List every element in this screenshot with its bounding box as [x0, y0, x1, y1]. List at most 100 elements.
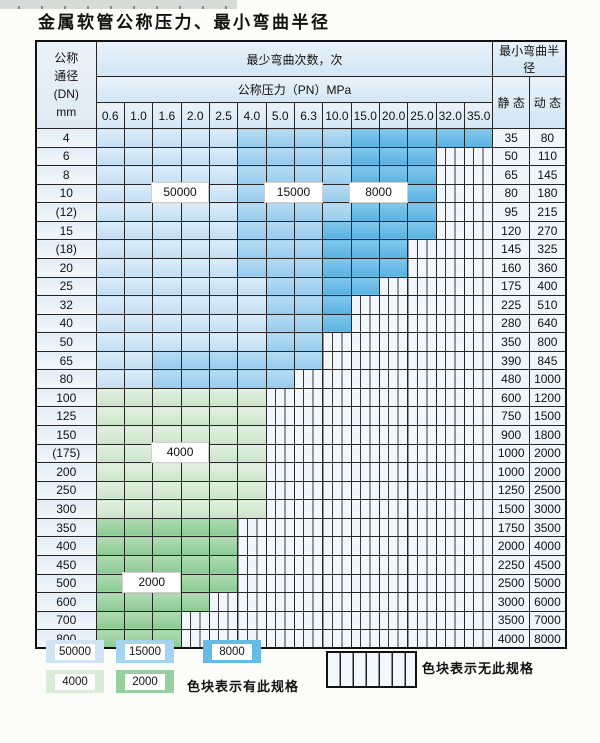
- no-spec-cell: [350, 295, 380, 315]
- no-spec-cell: [435, 276, 465, 297]
- table-row: 500 2500 5000: [35, 573, 567, 594]
- pn-column-header: 0.6: [95, 102, 125, 129]
- no-spec-cell: [293, 369, 324, 389]
- spec-cell: [237, 146, 267, 167]
- dynamic-radius-cell: 1800: [528, 425, 567, 445]
- spec-table: 公称 通径 (DN) mm 最少弯曲次数，次 最小弯曲半径 公称压力（PN）MP…: [35, 40, 567, 650]
- cycles-header: 最少弯曲次数，次: [95, 40, 494, 77]
- spec-cell: [237, 202, 267, 222]
- no-spec-cell: [322, 573, 352, 594]
- no-spec-cell: [350, 387, 380, 408]
- spec-cell: [322, 313, 352, 334]
- spec-cell: [208, 573, 239, 594]
- no-spec-cell: [463, 295, 494, 315]
- table-row: 65 390 845: [35, 350, 567, 371]
- dynamic-radius-cell: 110: [528, 146, 567, 167]
- no-spec-cell: [350, 554, 380, 575]
- dynamic-radius-cell: 800: [528, 332, 567, 352]
- dynamic-radius-cell: 510: [528, 295, 567, 315]
- table-row: (12) 95 215: [35, 202, 567, 222]
- spec-cell: [95, 406, 125, 426]
- no-spec-cell: [463, 629, 494, 649]
- no-spec-cell: [463, 387, 494, 408]
- spec-cell: [180, 536, 210, 556]
- spec-cell: [293, 313, 324, 334]
- spec-cell: [180, 517, 210, 538]
- spec-cell: [152, 220, 182, 241]
- spec-cell: [208, 295, 239, 315]
- no-spec-cell: [265, 406, 295, 426]
- no-spec-cell: [265, 573, 295, 594]
- no-spec-cell: [322, 554, 352, 575]
- spec-cell: [95, 480, 125, 501]
- no-spec-cell: [378, 387, 409, 408]
- spec-cell: [208, 425, 239, 445]
- dynamic-radius-cell: 1000: [528, 369, 567, 389]
- no-spec-cell: [435, 610, 465, 631]
- no-spec-cell: [322, 369, 352, 389]
- spec-cell: [123, 554, 154, 575]
- dynamic-radius-cell: 215: [528, 202, 567, 222]
- spec-cell: [152, 369, 182, 389]
- spec-cell: [95, 610, 125, 631]
- pressure-header: 公称压力（PN）MPa: [95, 76, 494, 103]
- dn-cell: (18): [35, 239, 97, 259]
- static-radius-cell: 480: [492, 369, 530, 389]
- dn-cell: 250: [35, 480, 97, 501]
- static-radius-cell: 50: [492, 146, 530, 167]
- spec-cell: [180, 202, 210, 222]
- spec-cell: [293, 332, 324, 352]
- spec-cell: [322, 146, 352, 167]
- spec-cell: [152, 146, 182, 167]
- spec-cell: [180, 499, 210, 519]
- no-spec-cell: [293, 629, 324, 649]
- spec-cell: [180, 239, 210, 259]
- spec-cell: [95, 220, 125, 241]
- static-radius-cell: 1750: [492, 517, 530, 538]
- spec-cell: [123, 462, 154, 482]
- legend-chip-label: 8000: [212, 643, 252, 660]
- table-row: (18) 145 325: [35, 239, 567, 259]
- spec-cell: [350, 202, 380, 222]
- no-spec-cell: [350, 517, 380, 538]
- table-row: 8 65 145: [35, 165, 567, 185]
- spec-cell: [180, 573, 210, 594]
- spec-cell: [123, 313, 154, 334]
- no-spec-cell: [463, 220, 494, 241]
- no-spec-cell: [435, 536, 465, 556]
- legend-chip-label: 2000: [125, 673, 165, 690]
- no-spec-cell: [350, 480, 380, 501]
- no-spec-cell: [350, 610, 380, 631]
- spec-cell: [123, 517, 154, 538]
- spec-cell: [152, 536, 182, 556]
- dynamic-radius-cell: 5000: [528, 573, 567, 594]
- spec-cell: [152, 610, 182, 631]
- static-radius-cell: 390: [492, 350, 530, 371]
- no-spec-cell: [378, 406, 409, 426]
- spec-cell: [180, 146, 210, 167]
- table-row: 25 175 400: [35, 276, 567, 297]
- legend-chip-50000: 50000: [46, 640, 104, 663]
- spec-cell: [180, 128, 210, 148]
- no-spec-cell: [407, 387, 437, 408]
- no-spec-cell: [265, 629, 295, 649]
- spec-cell: [378, 202, 409, 222]
- spec-cell: [237, 295, 267, 315]
- table-row: 100 600 1200: [35, 387, 567, 408]
- legend-has-spec-text: 色块表示有此规格: [187, 679, 300, 694]
- spec-cell: [180, 387, 210, 408]
- no-spec-cell: [378, 462, 409, 482]
- no-spec-cell: [463, 276, 494, 297]
- no-spec-cell: [322, 350, 352, 371]
- static-radius-cell: 65: [492, 165, 530, 185]
- table-row: 600 3000 6000: [35, 592, 567, 612]
- no-spec-cell: [463, 332, 494, 352]
- no-spec-cell: [378, 554, 409, 575]
- spec-cell: [463, 128, 494, 148]
- spec-cell: [322, 276, 352, 297]
- spec-cell: [208, 165, 239, 185]
- dn-cell: 6: [35, 146, 97, 167]
- spec-cell: [237, 128, 267, 148]
- spec-cell: [265, 202, 295, 222]
- scan-artifact-strip: [0, 0, 237, 9]
